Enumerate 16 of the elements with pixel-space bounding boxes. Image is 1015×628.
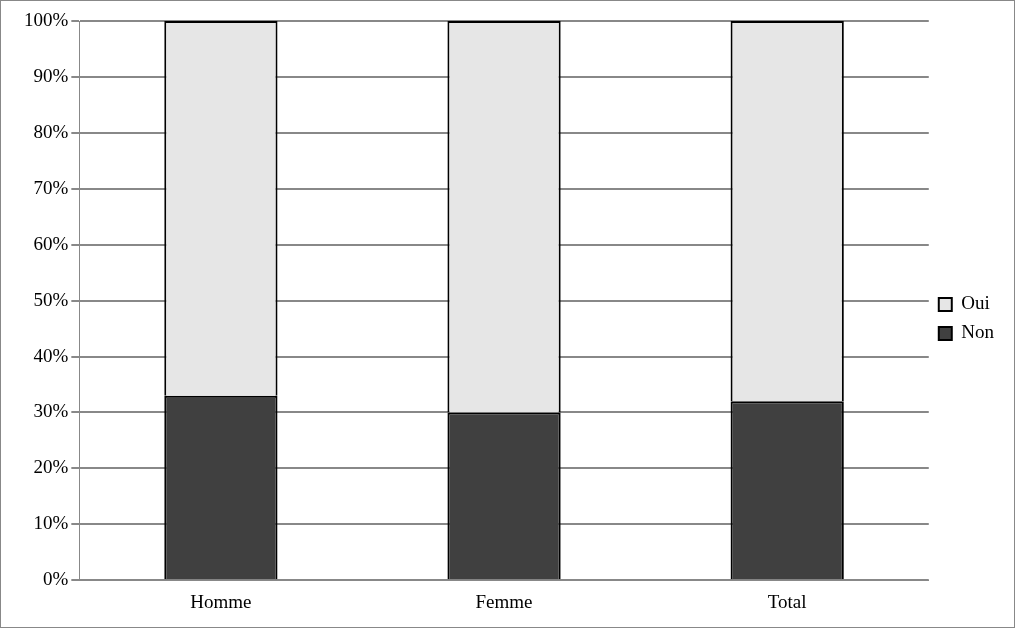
y-tick-label: 60%	[33, 232, 69, 254]
y-tick-label: 30%	[33, 400, 69, 422]
y-tick-label: 100%	[24, 8, 69, 30]
legend-label: Oui	[961, 292, 990, 314]
x-tick-label: Homme	[190, 590, 252, 612]
x-tick-label: Total	[767, 590, 807, 612]
y-tick-label: 70%	[33, 176, 69, 198]
y-tick-label: 0%	[43, 568, 69, 590]
legend-label: Non	[961, 321, 995, 343]
y-tick-label: 40%	[33, 344, 69, 366]
y-tick-label: 90%	[33, 64, 69, 86]
y-tick-label: 10%	[33, 512, 69, 534]
x-tick-label: Femme	[475, 590, 533, 612]
y-tick-label: 50%	[33, 288, 69, 310]
y-tick-label: 20%	[33, 456, 69, 478]
y-tick-label: 80%	[33, 120, 69, 142]
